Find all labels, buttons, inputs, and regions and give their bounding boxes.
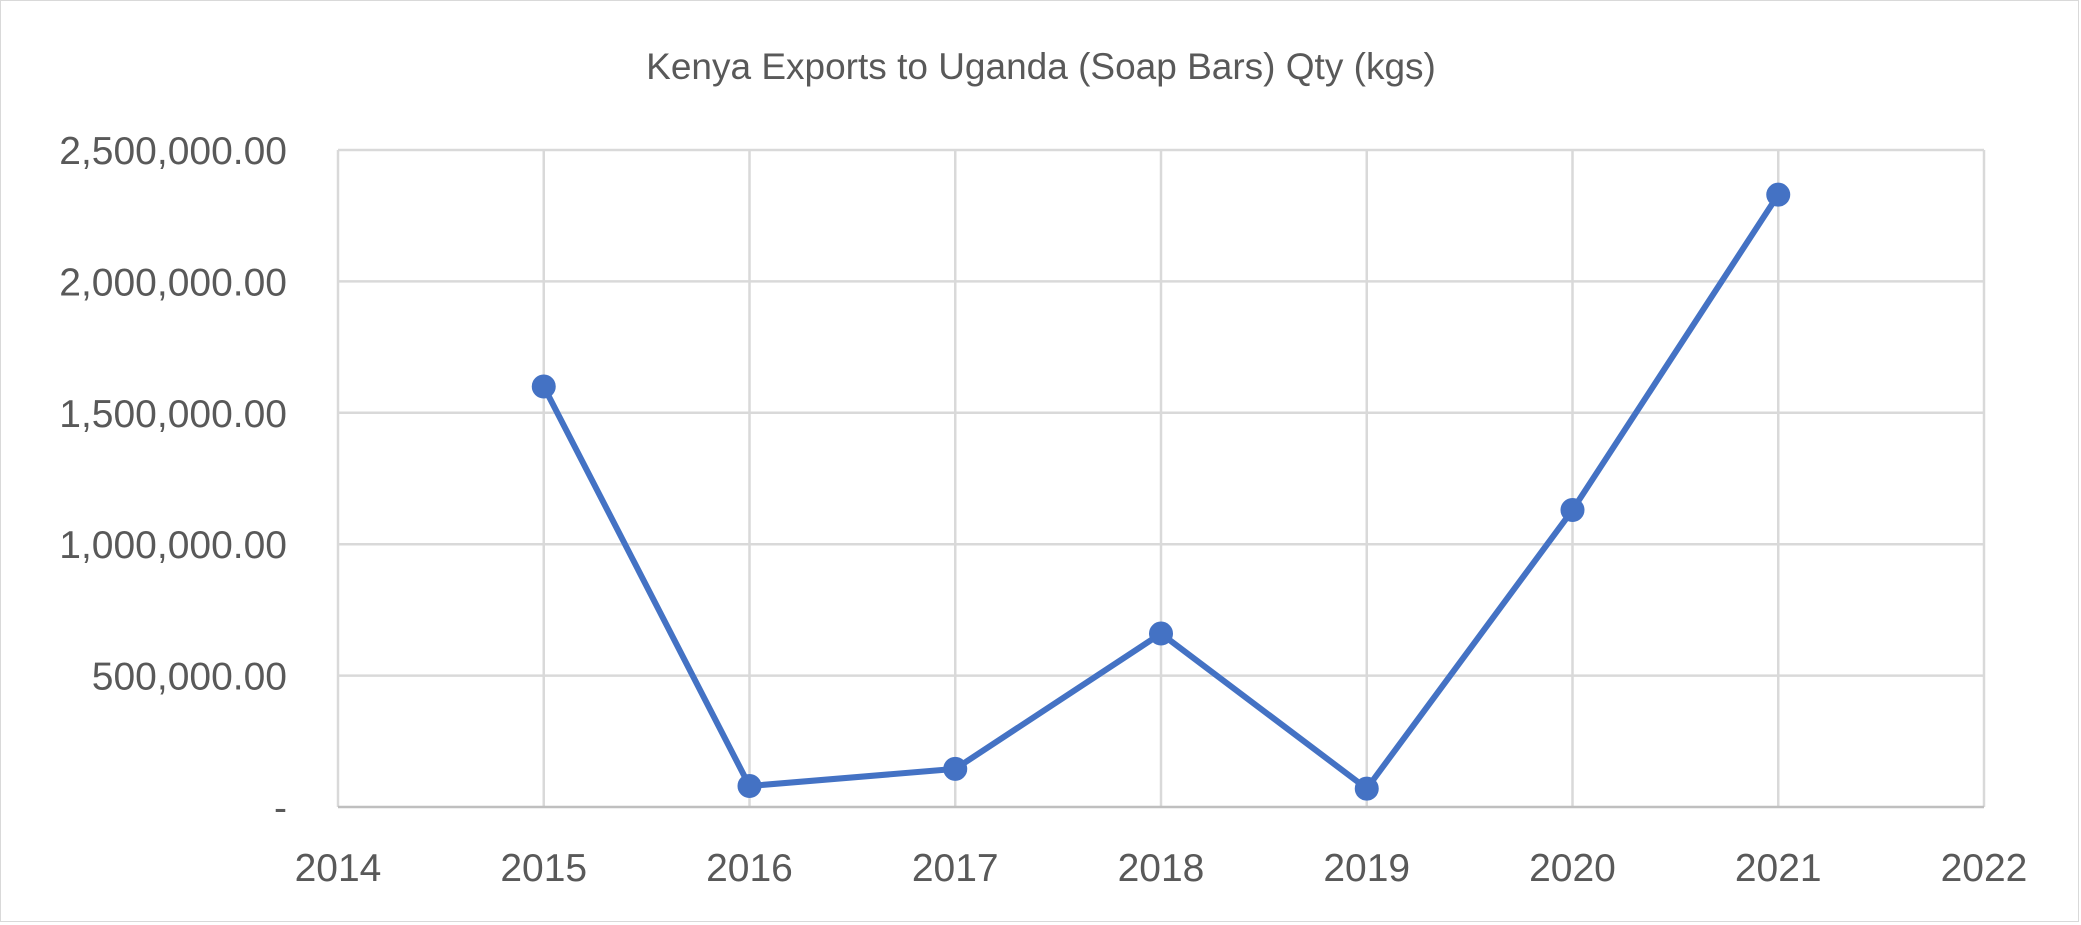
data-point <box>531 374 556 399</box>
x-tick-label: 2014 <box>295 847 382 890</box>
y-tick-label: 1,500,000.00 <box>59 393 287 436</box>
grid-lines <box>336 148 1986 807</box>
series-layer <box>531 182 1791 801</box>
x-tick-label: 2018 <box>1118 847 1205 890</box>
x-tick-label: 2020 <box>1529 847 1616 890</box>
data-point <box>1149 621 1173 646</box>
y-tick-label: 500,000.00 <box>92 656 287 699</box>
data-point <box>1766 182 1791 207</box>
y-tick-label: 2,000,000.00 <box>59 261 287 304</box>
data-point <box>737 773 762 798</box>
y-tick-label: 2,500,000.00 <box>59 130 287 173</box>
data-point <box>943 756 968 781</box>
x-tick-label: 2022 <box>1941 847 2028 890</box>
y-tick-label: 1,000,000.00 <box>59 524 287 567</box>
x-axis-tick-labels: 2014 2015 2016 2017 2018 2019 2020 2021 2022 <box>295 847 2028 890</box>
data-point <box>1560 498 1585 523</box>
y-tick-label: - <box>274 787 287 830</box>
chart-title: Kenya Exports to Uganda (Soap Bars) Qty … <box>646 46 1436 87</box>
data-point <box>1354 776 1379 801</box>
x-tick-label: 2017 <box>912 847 999 890</box>
x-tick-label: 2019 <box>1323 847 1410 890</box>
x-tick-label: 2021 <box>1735 847 1822 890</box>
y-axis-tick-labels: - 500,000.00 1,000,000.00 1,500,000.00 2,000… <box>59 130 287 830</box>
x-tick-label: 2016 <box>706 847 793 890</box>
x-tick-label: 2015 <box>500 847 587 890</box>
